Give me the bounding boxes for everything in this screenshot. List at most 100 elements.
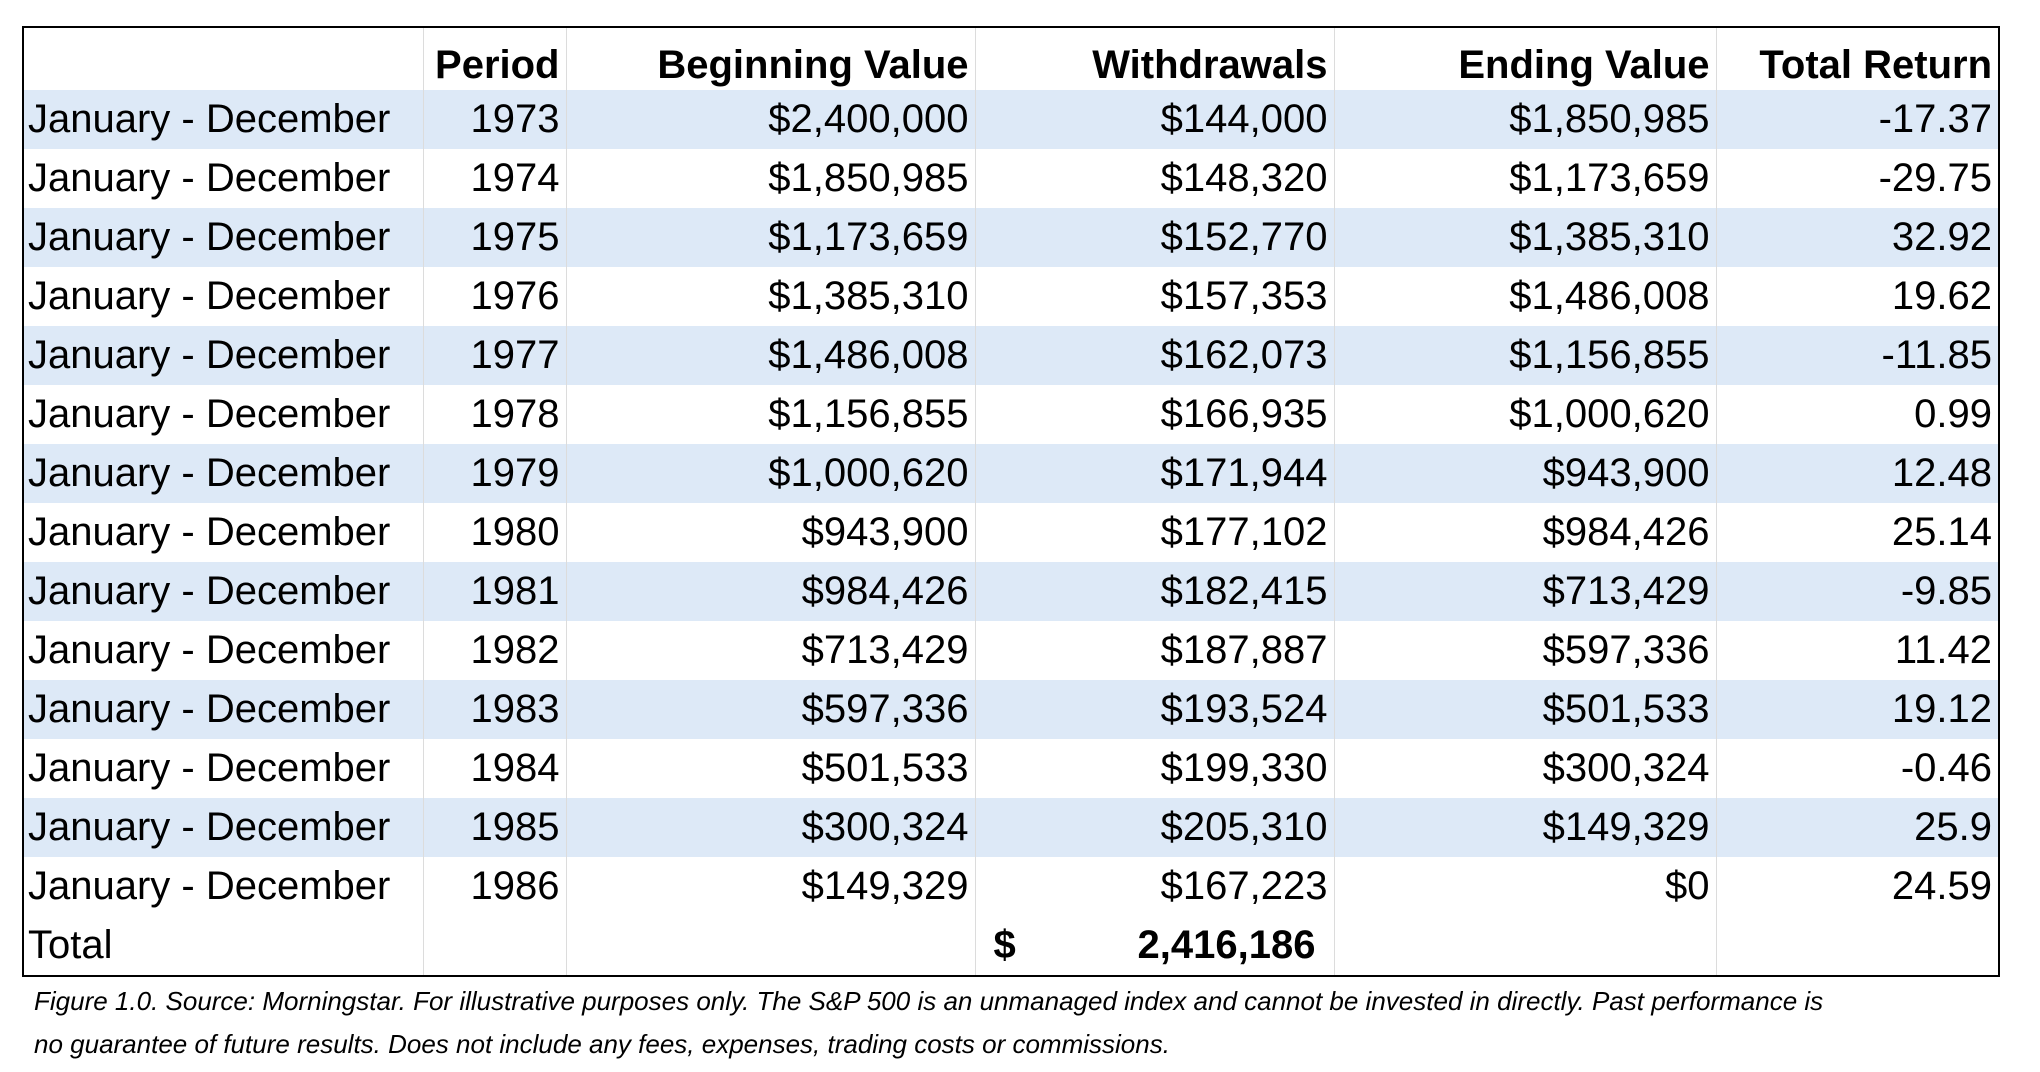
table-row: January - December 1980 $943,900 $177,102 $9… [22,503,2000,562]
table-cell: $1,486,008 [1333,267,1717,326]
empty-cell [422,916,567,976]
table-row: January - December 1983 $597,336 $193,524 $5… [22,680,2000,739]
table-cell: 1983 [422,680,567,739]
table-cell: $144,000 [974,90,1335,149]
table-cell: $1,173,659 [1333,149,1717,208]
table-cell: -29.75 [1715,149,2000,208]
header-cell [22,27,424,90]
total-value: 2,416,186 [1137,923,1316,967]
header-row: Period Beginning Value Withdrawals Ending V… [22,27,2000,90]
table-cell: $501,533 [565,739,976,798]
table-cell: 11.42 [1715,621,2000,680]
table-cell: January - December [22,857,424,916]
total-cell: $2,416,186 [974,916,1335,976]
table-cell: January - December [22,385,424,444]
table-cell: $193,524 [974,680,1335,739]
table-cell: $1,156,855 [565,385,976,444]
table-cell: January - December [22,680,424,739]
table-cell: $1,850,985 [565,149,976,208]
table-cell: $597,336 [1333,621,1717,680]
table-cell: $300,324 [565,798,976,857]
table-cell: $205,310 [974,798,1335,857]
table-cell: 24.59 [1715,857,2000,916]
table-cell: $1,850,985 [1333,90,1717,149]
table-cell: $1,173,659 [565,208,976,267]
table-cell: 19.12 [1715,680,2000,739]
table-body: Period Beginning Value Withdrawals Ending V… [22,27,2000,976]
table-cell: $300,324 [1333,739,1717,798]
table-cell: $171,944 [974,444,1335,503]
table-cell: January - December [22,149,424,208]
header-cell: Beginning Value [565,27,976,90]
table-cell: 0.99 [1715,385,2000,444]
table-cell: $157,353 [974,267,1335,326]
table-row: January - December 1974 $1,850,985 $148,320… [22,149,2000,208]
table-cell: January - December [22,326,424,385]
table-cell: $166,935 [974,385,1335,444]
caption: Figure 1.0. Source: Morningstar. For ill… [34,980,1823,1066]
table-row: January - December 1976 $1,385,310 $157,353… [22,267,2000,326]
table-cell: $943,900 [565,503,976,562]
table-cell: 1975 [422,208,567,267]
table-cell: 12.48 [1715,444,2000,503]
total-currency: $ [993,923,1016,967]
header-cell: Withdrawals [974,27,1335,90]
table-cell: $1,486,008 [565,326,976,385]
total-label: Total [22,916,424,976]
caption-line: no guarantee of future results. Does not… [34,1029,1170,1059]
table-cell: $177,102 [974,503,1335,562]
table-cell: $187,887 [974,621,1335,680]
table-cell: 19.62 [1715,267,2000,326]
table-cell: January - December [22,798,424,857]
table-cell: January - December [22,739,424,798]
table-cell: $2,400,000 [565,90,976,149]
table-cell: 1981 [422,562,567,621]
table-cell: 1977 [422,326,567,385]
table-cell: 1976 [422,267,567,326]
table-cell: -11.85 [1715,326,2000,385]
table-cell: -17.37 [1715,90,2000,149]
table-cell: 1978 [422,385,567,444]
table-cell: $199,330 [974,739,1335,798]
table-cell: $713,429 [565,621,976,680]
table-cell: $984,426 [1333,503,1717,562]
table-cell: 25.14 [1715,503,2000,562]
table-cell: $152,770 [974,208,1335,267]
table-cell: 1986 [422,857,567,916]
table-cell: $713,429 [1333,562,1717,621]
table-cell: $943,900 [1333,444,1717,503]
table-cell: January - December [22,562,424,621]
table-cell: $597,336 [565,680,976,739]
table-cell: $984,426 [565,562,976,621]
table-cell: 1974 [422,149,567,208]
table-cell: $1,000,620 [1333,385,1717,444]
table-cell: January - December [22,208,424,267]
table-cell: $1,385,310 [1333,208,1717,267]
table-cell: -0.46 [1715,739,2000,798]
table-cell: January - December [22,621,424,680]
table-cell: January - December [22,444,424,503]
table-row: January - December 1984 $501,533 $199,330 $3… [22,739,2000,798]
header-cell: Ending Value [1333,27,1717,90]
table-cell: 1979 [422,444,567,503]
data-table: Period Beginning Value Withdrawals Ending V… [22,26,2000,977]
table-cell: January - December [22,267,424,326]
empty-cell [1715,916,2000,976]
table-cell: $182,415 [974,562,1335,621]
table-row: January - December 1981 $984,426 $182,415 $7… [22,562,2000,621]
table-row: January - December 1973 $2,400,000 $144,000… [22,90,2000,149]
table-cell: $501,533 [1333,680,1717,739]
table-cell: 1973 [422,90,567,149]
table-row: January - December 1985 $300,324 $205,310 $1… [22,798,2000,857]
table-cell: 1985 [422,798,567,857]
table-cell: -9.85 [1715,562,2000,621]
table-cell: January - December [22,90,424,149]
table-cell: 32.92 [1715,208,2000,267]
table-row: January - December 1979 $1,000,620 $171,944… [22,444,2000,503]
table-row: January - December 1978 $1,156,855 $166,935… [22,385,2000,444]
caption-line: Figure 1.0. Source: Morningstar. For ill… [34,986,1824,1016]
table-cell: $149,329 [1333,798,1717,857]
empty-cell [1333,916,1717,976]
table-row: January - December 1986 $149,329 $167,223 $0… [22,857,2000,916]
